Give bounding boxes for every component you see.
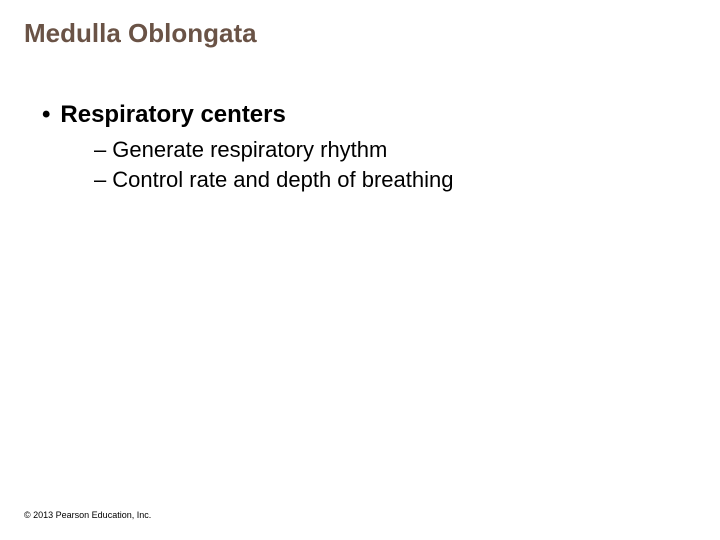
- bullet-marker: •: [42, 101, 50, 129]
- sub-bullets: –Generate respiratory rhythm–Control rat…: [24, 137, 696, 193]
- copyright-text: © 2013 Pearson Education, Inc.: [24, 510, 151, 520]
- slide-title: Medulla Oblongata: [24, 18, 696, 49]
- bullet-level2: –Generate respiratory rhythm: [24, 137, 696, 163]
- slide: Medulla Oblongata • Respiratory centers …: [0, 0, 720, 540]
- bullet-level1-text: Respiratory centers: [60, 101, 285, 129]
- bullet-level2: –Control rate and depth of breathing: [24, 167, 696, 193]
- bullet-level2-text: Control rate and depth of breathing: [112, 167, 453, 193]
- dash-icon: –: [94, 167, 106, 193]
- dash-icon: –: [94, 137, 106, 163]
- bullet-level1: • Respiratory centers: [24, 101, 696, 129]
- bullet-level2-text: Generate respiratory rhythm: [112, 137, 387, 163]
